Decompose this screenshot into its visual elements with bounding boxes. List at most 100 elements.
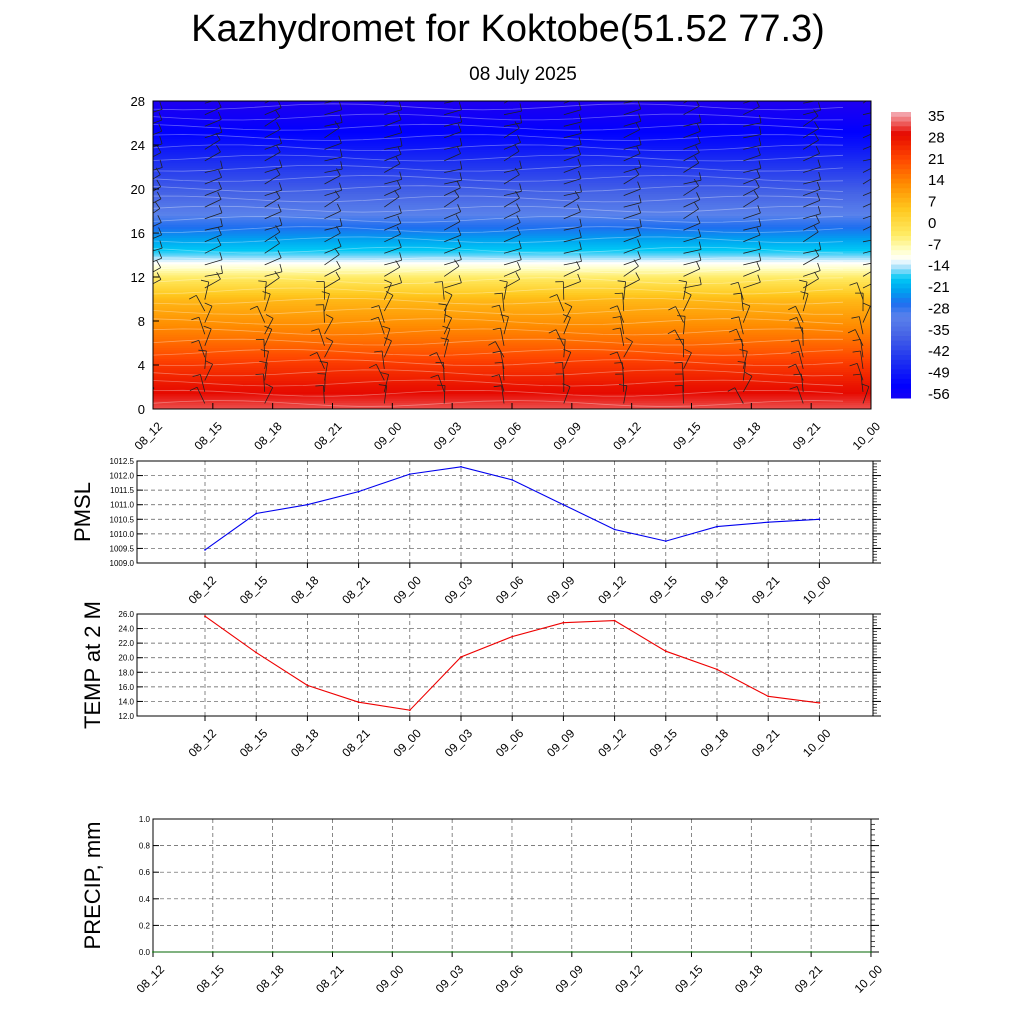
wind-barb xyxy=(444,179,462,185)
wind-barb xyxy=(204,328,212,346)
wind-barb xyxy=(803,166,821,173)
wind-barb-flag xyxy=(739,349,748,352)
data-point xyxy=(630,951,633,953)
colorbar-segment xyxy=(891,202,911,208)
wind-barb xyxy=(204,101,214,104)
wind-barb xyxy=(802,139,819,150)
wind-barb xyxy=(562,281,565,300)
colorbar-segment xyxy=(891,374,911,380)
heatmap-band xyxy=(153,274,871,278)
wind-barb-flag xyxy=(758,241,762,250)
wind-barb-flag xyxy=(434,281,443,283)
wind-barb-flag xyxy=(757,147,761,156)
wind-barb xyxy=(324,362,328,381)
wind-barb-flag xyxy=(759,115,762,123)
heatmap-band xyxy=(153,204,871,208)
wind-barb-flag xyxy=(861,383,870,387)
wind-barb xyxy=(264,107,282,116)
wind-barb-flag xyxy=(382,325,391,329)
wind-barb xyxy=(204,225,223,231)
colorbar-segment xyxy=(891,321,911,327)
colorbar-segment xyxy=(891,383,911,389)
wind-barb-flag xyxy=(518,240,522,249)
wind-barb-flag xyxy=(220,90,222,98)
heatmap-band xyxy=(153,226,871,230)
x-tick-label: 08_12 xyxy=(186,573,220,607)
data-point xyxy=(408,473,411,475)
wind-barb xyxy=(384,153,402,162)
wind-barb xyxy=(623,226,642,231)
wind-barb xyxy=(563,101,572,104)
x-tick-label: 08_18 xyxy=(253,962,287,996)
wind-barb-flag xyxy=(788,363,796,368)
heatmap-band xyxy=(153,151,871,155)
data-point xyxy=(562,621,565,624)
wind-barb-flag xyxy=(693,178,699,187)
wind-barb xyxy=(444,282,462,289)
wind-barb xyxy=(802,128,819,139)
heatmap-band xyxy=(153,189,871,192)
wind-barb xyxy=(204,199,222,208)
wind-barb xyxy=(862,168,871,173)
wind-barb xyxy=(145,351,149,369)
heatmap-band xyxy=(153,241,871,245)
wind-barb-flag xyxy=(276,122,281,130)
wind-barb-flag xyxy=(516,203,521,211)
heatmap-band xyxy=(153,211,871,214)
wind-barb xyxy=(803,179,821,185)
wind-barb-flag xyxy=(398,205,402,214)
wind-barb xyxy=(264,329,273,346)
wind-barb xyxy=(324,225,343,231)
data-point xyxy=(306,684,309,687)
colorbar-label: 7 xyxy=(928,194,936,211)
wind-barb-flag xyxy=(696,261,701,270)
wind-barb xyxy=(444,234,462,243)
wind-barb-flag xyxy=(220,265,223,274)
wind-barb-flag xyxy=(204,302,213,307)
wind-barb xyxy=(856,282,864,300)
wind-barb-flag xyxy=(612,327,621,330)
wind-barb xyxy=(563,191,582,196)
data-point xyxy=(460,465,462,468)
wind-barb xyxy=(324,175,341,185)
wind-barb-flag xyxy=(756,169,761,178)
wind-barb-flag xyxy=(218,169,222,178)
wind-barb xyxy=(802,115,819,127)
heatmap-band xyxy=(153,365,871,368)
wind-barb-flag xyxy=(698,228,702,237)
heatmap-band xyxy=(153,255,871,258)
wind-barb-flag xyxy=(396,226,401,235)
wind-barb-flag xyxy=(813,224,819,233)
wind-barb-flag xyxy=(564,302,573,307)
wind-barb-flag xyxy=(695,145,700,153)
x-tick-label: 09_03 xyxy=(431,419,465,453)
wind-barb xyxy=(137,283,145,299)
x-tick-label: 08_12 xyxy=(134,962,168,996)
wind-barb-flag xyxy=(852,339,861,341)
colorbar-segment xyxy=(891,393,911,399)
wind-barb-flag xyxy=(799,279,808,283)
wind-barb xyxy=(802,293,809,312)
wind-barb xyxy=(743,106,760,116)
wind-barb xyxy=(623,212,641,220)
colorbar-segment xyxy=(891,369,911,375)
wind-barb-flag xyxy=(200,279,209,283)
wind-barb-flag xyxy=(457,204,462,212)
wind-barb xyxy=(264,387,274,404)
wind-barb xyxy=(683,208,699,220)
colorbar-segment xyxy=(891,250,911,256)
heatmap-band xyxy=(153,153,871,157)
wind-barb xyxy=(503,150,520,162)
wind-barb xyxy=(443,362,445,381)
wind-barb xyxy=(556,294,565,312)
wind-barb-flag xyxy=(637,239,641,248)
wind-barb xyxy=(444,121,462,127)
wind-barb-flag xyxy=(800,291,809,295)
heatmap-band xyxy=(153,360,871,364)
wind-barb xyxy=(683,101,689,104)
heatmap-band xyxy=(153,266,871,269)
wind-barb-flag xyxy=(457,239,462,247)
colorbar-segment xyxy=(891,112,911,118)
wind-barb-flag xyxy=(818,102,821,111)
wind-barb-flag xyxy=(399,252,403,261)
